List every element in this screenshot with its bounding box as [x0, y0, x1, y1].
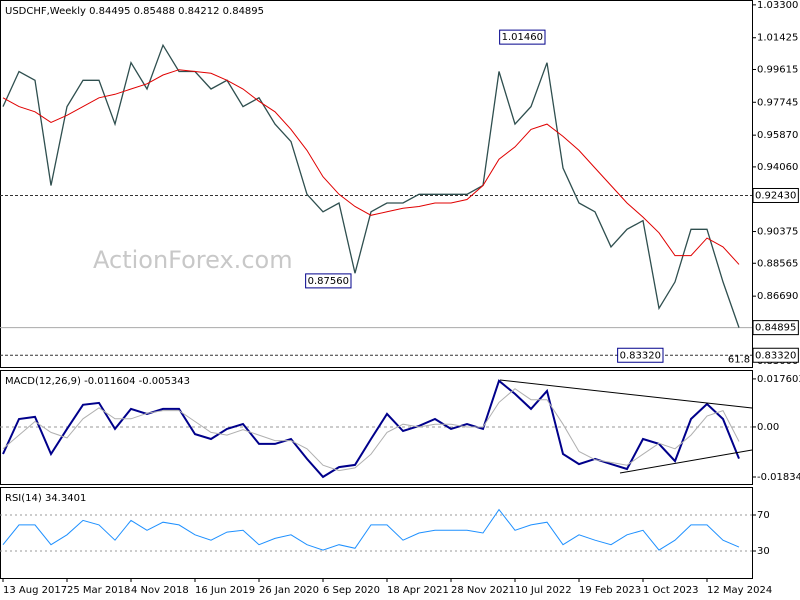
y-tick-label: 0.94060 [757, 162, 798, 173]
panel-frame [0, 487, 753, 579]
level-label: 0.92430 [755, 190, 796, 201]
y-tick-label: 0.00 [757, 422, 779, 433]
series-line [2, 43, 740, 328]
x-tick-label: 18 Apr 2021 [387, 585, 449, 596]
panel-title: RSI(14) 34.3401 [5, 493, 86, 504]
panel-title: USDCHF,Weekly 0.84495 0.85488 0.84212 0.… [5, 6, 264, 17]
level-label-box [752, 320, 799, 336]
y-tick-label: 0.88565 [757, 258, 798, 269]
level-label: 0.83320 [755, 350, 796, 361]
x-tick-label: 28 Nov 2021 [451, 585, 515, 596]
watermark: ActionForex.com [93, 246, 293, 274]
y-tick-label: 0.99615 [757, 64, 798, 75]
y-tick-label: 1.01425 [757, 33, 798, 44]
x-tick-label: 12 May 2024 [707, 585, 772, 596]
x-tick-label: 25 Mar 2018 [67, 585, 130, 596]
x-tick-label: 6 Sep 2020 [323, 585, 380, 596]
x-tick-label: 26 Jan 2020 [259, 585, 319, 596]
annotation-box [499, 29, 546, 45]
y-tick-label: 0.86690 [757, 291, 798, 302]
y-tick-label: 0.97745 [757, 97, 798, 108]
x-tick-label: 4 Nov 2018 [131, 585, 189, 596]
y-tick-label: 70 [757, 510, 770, 521]
trend-line [499, 379, 753, 409]
x-tick-label: 10 Jul 2022 [515, 585, 572, 596]
annotation: 0.83320 [620, 350, 661, 361]
x-tick-label: 16 Jun 2019 [195, 585, 255, 596]
y-tick-label: 1.03300 [757, 0, 798, 11]
annotation: 1.01460 [502, 32, 543, 43]
y-tick-label: 30 [757, 546, 770, 557]
level-label: 0.84895 [755, 323, 796, 334]
series-line [2, 508, 740, 551]
x-tick-label: 19 Feb 2023 [579, 585, 641, 596]
level-label-box [752, 347, 799, 363]
series-line [2, 69, 740, 265]
x-tick-label: 13 Aug 2017 [3, 585, 67, 596]
series-line [2, 379, 740, 479]
panel-title: MACD(12,26,9) -0.011604 -0.005343 [5, 376, 190, 387]
panel-frame [0, 0, 753, 368]
y-tick-label: -0.01834 [757, 472, 800, 483]
y-tick-label: 0.90375 [757, 227, 798, 238]
panel-frame [0, 370, 753, 485]
series-line [2, 388, 740, 472]
trend-line [619, 449, 753, 474]
note: 61.8 [728, 354, 750, 365]
annotation-box [305, 273, 352, 289]
x-tick-label: 1 Oct 2023 [643, 585, 698, 596]
y-tick-label: 0.017603 [757, 374, 800, 385]
y-tick-label: 0.95870 [757, 130, 798, 141]
level-label-box [752, 187, 799, 203]
annotation: 0.87560 [308, 276, 349, 287]
annotation-box [617, 347, 664, 363]
